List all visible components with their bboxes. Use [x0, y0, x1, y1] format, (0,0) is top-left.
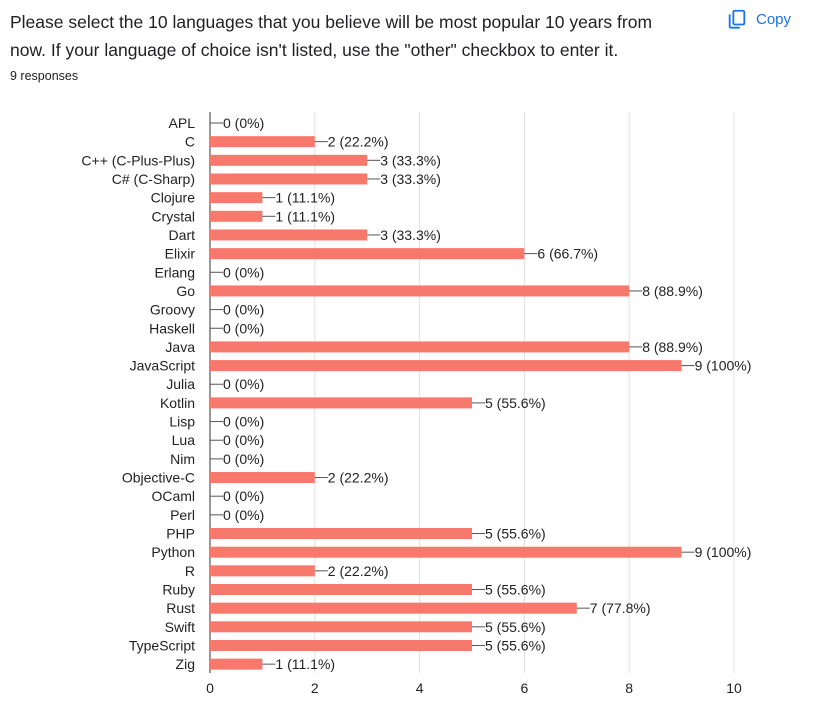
data-label: 5 (55.6%) [485, 582, 546, 598]
category-label: TypeScript [129, 637, 195, 653]
bar [210, 341, 630, 353]
data-label: 7 (77.8%) [590, 600, 651, 616]
bar [210, 621, 472, 633]
bar [210, 397, 472, 409]
data-label: 3 (33.3%) [380, 227, 441, 243]
bar [210, 639, 472, 651]
data-label: 1 (11.1%) [275, 208, 335, 224]
category-label: APL [169, 115, 196, 131]
x-tick-label: 8 [625, 680, 633, 696]
category-label: R [185, 563, 195, 579]
data-label: 5 (55.6%) [485, 526, 546, 542]
category-label: Dart [169, 227, 196, 243]
bar [210, 360, 682, 372]
category-label: Elixir [165, 246, 196, 262]
data-label: 0 (0%) [223, 302, 264, 318]
x-tick-label: 10 [726, 680, 742, 696]
x-tick-label: 4 [416, 680, 424, 696]
bar [210, 285, 630, 297]
category-label: Erlang [155, 264, 195, 280]
bar [210, 154, 368, 166]
bar [210, 173, 368, 185]
data-label: 2 (22.2%) [328, 470, 389, 486]
data-label: 9 (100%) [695, 544, 752, 560]
category-label: Nim [170, 451, 195, 467]
category-label: Haskell [149, 320, 195, 336]
category-label: C# (C-Sharp) [112, 171, 195, 187]
data-label: 2 (22.2%) [328, 563, 389, 579]
category-label: Lua [172, 432, 196, 448]
category-label: Clojure [151, 190, 196, 206]
data-label: 0 (0%) [223, 264, 264, 280]
category-label: Python [151, 544, 195, 560]
category-label: JavaScript [130, 358, 195, 374]
bar [210, 248, 525, 260]
data-label: 9 (100%) [695, 358, 752, 374]
copy-button[interactable]: Copy [722, 4, 799, 34]
data-label: 8 (88.9%) [642, 283, 703, 299]
data-label: 0 (0%) [223, 376, 264, 392]
bar [210, 229, 368, 241]
data-label: 5 (55.6%) [485, 395, 546, 411]
data-label: 5 (55.6%) [485, 637, 546, 653]
category-label: Java [165, 339, 195, 355]
x-tick-label: 0 [206, 680, 214, 696]
category-label: Julia [166, 376, 195, 392]
category-label: Perl [170, 507, 195, 523]
category-label: Go [176, 283, 195, 299]
response-count: 9 responses [10, 69, 79, 83]
bar [210, 658, 263, 670]
x-tick-label: 6 [521, 680, 529, 696]
copy-label: Copy [756, 10, 792, 28]
category-label: C [185, 134, 195, 150]
bar [210, 136, 315, 148]
data-label: 8 (88.9%) [642, 339, 703, 355]
category-label: Zig [176, 656, 195, 672]
data-label: 6 (66.7%) [537, 246, 598, 262]
data-label: 0 (0%) [223, 414, 264, 430]
data-label: 0 (0%) [223, 115, 264, 131]
data-label: 1 (11.1%) [275, 190, 335, 206]
data-label: 0 (0%) [223, 432, 264, 448]
bar [210, 192, 263, 204]
data-label: 3 (33.3%) [380, 152, 441, 168]
category-label: Lisp [169, 414, 195, 430]
category-label: C++ (C-Plus-Plus) [81, 152, 195, 168]
category-label: Crystal [151, 208, 195, 224]
x-tick-label: 2 [311, 680, 319, 696]
bar [210, 472, 315, 484]
category-label: Kotlin [160, 395, 195, 411]
category-label: OCaml [151, 488, 195, 504]
data-label: 0 (0%) [223, 488, 264, 504]
data-label: 5 (55.6%) [485, 619, 546, 635]
data-label: 1 (11.1%) [275, 656, 335, 672]
question-title: Please select the 10 languages that you … [10, 12, 653, 60]
category-label: Ruby [162, 582, 195, 598]
data-label: 3 (33.3%) [380, 171, 441, 187]
category-label: Swift [165, 619, 195, 635]
copy-icon [726, 8, 748, 30]
data-label: 0 (0%) [223, 320, 264, 336]
bar [210, 210, 263, 222]
bar [210, 602, 577, 614]
data-label: 0 (0%) [223, 451, 264, 467]
data-label: 0 (0%) [223, 507, 264, 523]
category-label: PHP [166, 526, 195, 542]
bar [210, 584, 472, 595]
bar [210, 565, 315, 577]
category-label: Groovy [150, 302, 195, 318]
bar [210, 546, 682, 558]
bar [210, 528, 472, 540]
data-label: 2 (22.2%) [328, 134, 389, 150]
category-label: Objective-C [122, 470, 195, 486]
category-label: Rust [166, 600, 195, 616]
bar-chart: 0 2 4 6 8 10 APL 0 (0%) C 2 (22.2%) C++ (C-Plus-Pl… [81, 112, 752, 696]
